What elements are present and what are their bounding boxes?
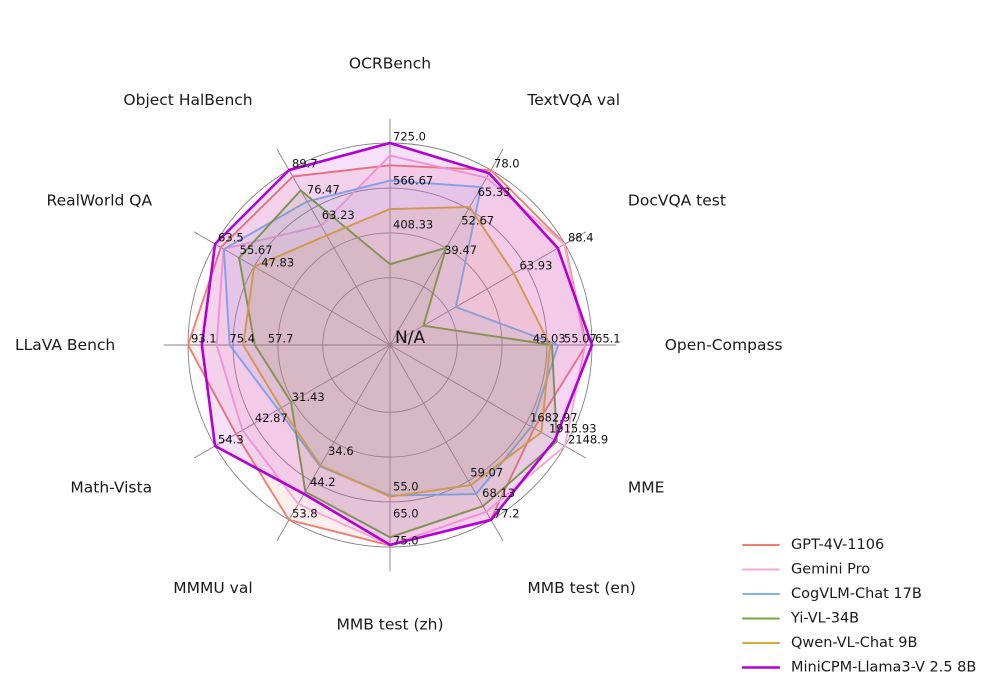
tick-label: 47.83 — [261, 255, 294, 269]
tick-label: 68.13 — [482, 486, 515, 500]
axis-label-group: OCRBench TextVQA val DocVQA test Open-Compa… — [15, 54, 783, 633]
tick-label: 55.67 — [240, 243, 273, 257]
tick-label: 45.03 — [533, 332, 566, 346]
tick-label: 44.2 — [310, 475, 336, 489]
tick-label: 77.2 — [494, 506, 520, 520]
tick-label: 65.1 — [595, 332, 621, 346]
series-polygon — [222, 179, 560, 497]
axis-category-label[interactable]: TextVQA val — [526, 91, 620, 109]
legend-label[interactable]: Yi-VL-34B — [790, 611, 859, 627]
center-na-label: N/A — [395, 328, 425, 348]
tick-label: 53.8 — [292, 506, 318, 520]
tick-label: 2148.9 — [568, 433, 608, 447]
series-group — [187, 141, 594, 547]
tick-label: 75.0 — [393, 534, 419, 548]
tick-label: 76.47 — [307, 182, 340, 196]
tick-label: 55.07 — [564, 332, 597, 346]
tick-label: 63.23 — [322, 208, 355, 222]
axis-spoke — [389, 344, 504, 542]
tick-label: 1682.97 — [530, 411, 578, 425]
axis-category-label[interactable]: DocVQA test — [628, 192, 726, 210]
tick-label: 39.47 — [444, 243, 477, 257]
axis-category-label[interactable]: MMB test (zh) — [336, 616, 443, 634]
tick-label: 408.33 — [393, 218, 433, 232]
tick-label: 31.43 — [292, 390, 325, 404]
tick-label: 54.3 — [218, 433, 244, 447]
axis-category-label[interactable]: MME — [628, 478, 665, 496]
series-polygon — [242, 206, 552, 498]
axis-spoke — [193, 231, 391, 346]
legend: GPT-4V-1106 Gemini Pro CogVLM-Chat 17B Yi-V… — [741, 537, 976, 676]
tick-label: 65.33 — [478, 185, 511, 199]
axis-category-label[interactable]: Object HalBench — [123, 91, 252, 109]
tick-label: 75.4 — [229, 332, 255, 346]
tick-label: 88.4 — [568, 231, 594, 245]
series-polygon — [200, 141, 594, 547]
axis-category-label[interactable]: Math-Vista — [70, 478, 152, 496]
axis-spoke — [193, 344, 391, 459]
series-polygon — [238, 189, 558, 539]
legend-label[interactable]: Qwen-VL-Chat 9B — [791, 635, 917, 651]
tick-label: 52.67 — [461, 213, 494, 227]
axis-category-label[interactable]: RealWorld QA — [47, 192, 153, 210]
tick-label: 89.7 — [292, 157, 318, 171]
tick-label: 57.7 — [268, 332, 294, 346]
tick-label: 63.5 — [218, 231, 244, 245]
axis-category-label[interactable]: MMMU val — [173, 579, 252, 597]
tick-label: 59.07 — [470, 465, 503, 479]
tick-label: 93.1 — [191, 332, 217, 346]
tick-label: 42.87 — [255, 411, 288, 425]
axis-category-label[interactable]: Open-Compass — [665, 336, 783, 354]
axis-category-label[interactable]: MMB test (en) — [527, 579, 635, 597]
tick-label: 78.0 — [494, 157, 520, 171]
legend-label[interactable]: Gemini Pro — [791, 562, 870, 578]
legend-label[interactable]: MiniCPM-Llama3-V 2.5 8B — [791, 660, 976, 676]
tick-label-group: 408.33 566.67 725.0 39.47 52.67 65.33 78.0 63.9… — [191, 130, 621, 548]
axis-category-label[interactable]: OCRBench — [349, 54, 431, 72]
axis-spoke — [276, 148, 391, 346]
legend-label[interactable]: GPT-4V-1106 — [791, 537, 884, 553]
legend-label[interactable]: CogVLM-Chat 17B — [791, 586, 922, 602]
tick-label: 725.0 — [393, 130, 426, 144]
tick-label: 63.93 — [520, 258, 553, 272]
tick-label: 55.0 — [393, 480, 419, 494]
tick-label: 34.6 — [328, 444, 354, 458]
axis-spoke — [389, 344, 587, 459]
tick-label: 1915.93 — [549, 422, 597, 436]
tick-label: 65.0 — [393, 507, 419, 521]
axis-spoke — [276, 344, 391, 542]
axis-category-label[interactable]: LLaVA Bench — [15, 336, 115, 354]
tick-label: 566.67 — [393, 174, 433, 188]
